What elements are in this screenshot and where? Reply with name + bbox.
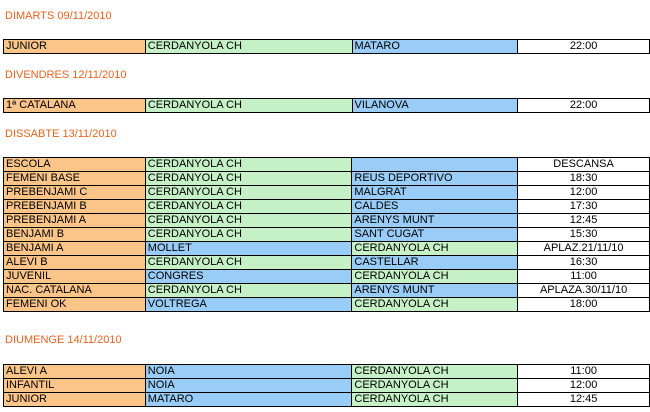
table-row: FEMENI BASE CERDANYOLA CH REUS DEPORTIVO… [3,171,650,186]
table-row: ALEVI B CERDANYOLA CH CASTELLAR 16:30 [3,255,650,270]
table-row: BENJAMI A MOLLET CERDANYOLA CH APLAZ.21/… [3,241,650,256]
table-row: ESCOLA CERDANYOLA CH DESCANSA [3,157,650,172]
day-heading-friday: DIVENDRES 12/11/2010 [5,69,127,81]
category-cell: JUVENIL [3,269,146,284]
home-team-cell: VOLTREGA [144,297,353,312]
day-heading-tuesday: DIMARTS 09/11/2010 [5,10,112,22]
home-team-cell: MATARO [144,392,353,407]
home-team-cell: NOIA [144,364,353,379]
schedule-table-friday: 1ª CATALANA CERDANYOLA CH VILANOVA 22:00 [3,98,650,113]
time-cell: 18:00 [517,297,650,312]
home-team-cell: NOIA [144,378,353,393]
time-cell: 16:30 [517,255,650,270]
time-cell: 15:30 [517,227,650,242]
home-team-cell: CONGRES [144,269,353,284]
category-cell: PREBENJAMI A [3,213,146,228]
category-cell: BENJAMI A [3,241,146,256]
schedule-table-tuesday: JUNIOR CERDANYOLA CH MATARO 22:00 [3,39,650,54]
home-team-cell: CERDANYOLA CH [144,98,353,113]
table-row: FEMENI OK VOLTREGA CERDANYOLA CH 18:00 [3,297,650,312]
category-cell: BENJAMI B [3,227,146,242]
time-cell: 18:30 [517,171,650,186]
category-cell: ALEVI A [3,364,146,379]
away-team-cell: MALGRAT [351,185,519,200]
away-team-cell: CERDANYOLA CH [351,297,519,312]
time-cell: 12:00 [517,378,650,393]
table-row: PREBENJAMI B CERDANYOLA CH CALDES 17:30 [3,199,650,214]
away-team-cell: REUS DEPORTIVO [351,171,519,186]
home-team-cell: CERDANYOLA CH [144,171,353,186]
home-team-cell: CERDANYOLA CH [144,185,353,200]
away-team-cell: CERDANYOLA CH [351,392,519,407]
category-cell: FEMENI BASE [3,171,146,186]
table-row: ALEVI A NOIA CERDANYOLA CH 11:00 [3,364,650,379]
category-cell: ALEVI B [3,255,146,270]
time-cell: 22:00 [517,98,650,113]
category-cell: PREBENJAMI B [3,199,146,214]
time-cell: 17:30 [517,199,650,214]
table-row: JUNIOR MATARO CERDANYOLA CH 12:45 [3,392,650,407]
day-heading-sunday: DIUMENGE 14/11/2010 [5,334,122,346]
home-team-cell: CERDANYOLA CH [144,213,353,228]
day-heading-saturday: DISSABTE 13/11/2010 [5,128,117,140]
table-row: PREBENJAMI C CERDANYOLA CH MALGRAT 12:00 [3,185,650,200]
schedule-table-sunday: ALEVI A NOIA CERDANYOLA CH 11:00 INFANTI… [3,364,650,407]
time-cell: 12:45 [517,213,650,228]
away-team-cell: CERDANYOLA CH [351,378,519,393]
table-row: JUVENIL CONGRES CERDANYOLA CH 11:00 [3,269,650,284]
time-cell: APLAZA.30/11/10 [517,283,650,298]
home-team-cell: MOLLET [144,241,353,256]
away-team-cell: CERDANYOLA CH [351,364,519,379]
table-row: NAC. CATALANA CERDANYOLA CH ARENYS MUNT … [3,283,650,298]
home-team-cell: CERDANYOLA CH [144,255,353,270]
home-team-cell: CERDANYOLA CH [144,157,353,172]
home-team-cell: CERDANYOLA CH [144,39,353,54]
away-team-cell: CALDES [351,199,519,214]
table-row: JUNIOR CERDANYOLA CH MATARO 22:00 [3,39,650,54]
table-row: 1ª CATALANA CERDANYOLA CH VILANOVA 22:00 [3,98,650,113]
category-cell: INFANTIL [3,378,146,393]
time-cell: APLAZ.21/11/10 [517,241,650,256]
home-team-cell: CERDANYOLA CH [144,199,353,214]
away-team-cell: VILANOVA [351,98,519,113]
category-cell: JUNIOR [3,39,146,54]
category-cell: NAC. CATALANA [3,283,146,298]
time-cell: 11:00 [517,364,650,379]
time-cell: 12:45 [517,392,650,407]
time-cell: 12:00 [517,185,650,200]
home-team-cell: CERDANYOLA CH [144,283,353,298]
away-team-cell: SANT CUGAT [351,227,519,242]
time-cell: 22:00 [517,39,650,54]
category-cell: FEMENI OK [3,297,146,312]
away-team-cell [351,157,519,172]
category-cell: 1ª CATALANA [3,98,146,113]
away-team-cell: CERDANYOLA CH [351,269,519,284]
away-team-cell: CERDANYOLA CH [351,241,519,256]
category-cell: PREBENJAMI C [3,185,146,200]
table-row: INFANTIL NOIA CERDANYOLA CH 12:00 [3,378,650,393]
away-team-cell: CASTELLAR [351,255,519,270]
category-cell: ESCOLA [3,157,146,172]
home-team-cell: CERDANYOLA CH [144,227,353,242]
table-row: BENJAMI B CERDANYOLA CH SANT CUGAT 15:30 [3,227,650,242]
table-row: PREBENJAMI A CERDANYOLA CH ARENYS MUNT 1… [3,213,650,228]
away-team-cell: MATARO [351,39,519,54]
away-team-cell: ARENYS MUNT [351,213,519,228]
schedule-table-saturday: ESCOLA CERDANYOLA CH DESCANSA FEMENI BAS… [3,157,650,312]
time-cell: 11:00 [517,269,650,284]
time-cell: DESCANSA [517,157,650,172]
away-team-cell: ARENYS MUNT [351,283,519,298]
category-cell: JUNIOR [3,392,146,407]
